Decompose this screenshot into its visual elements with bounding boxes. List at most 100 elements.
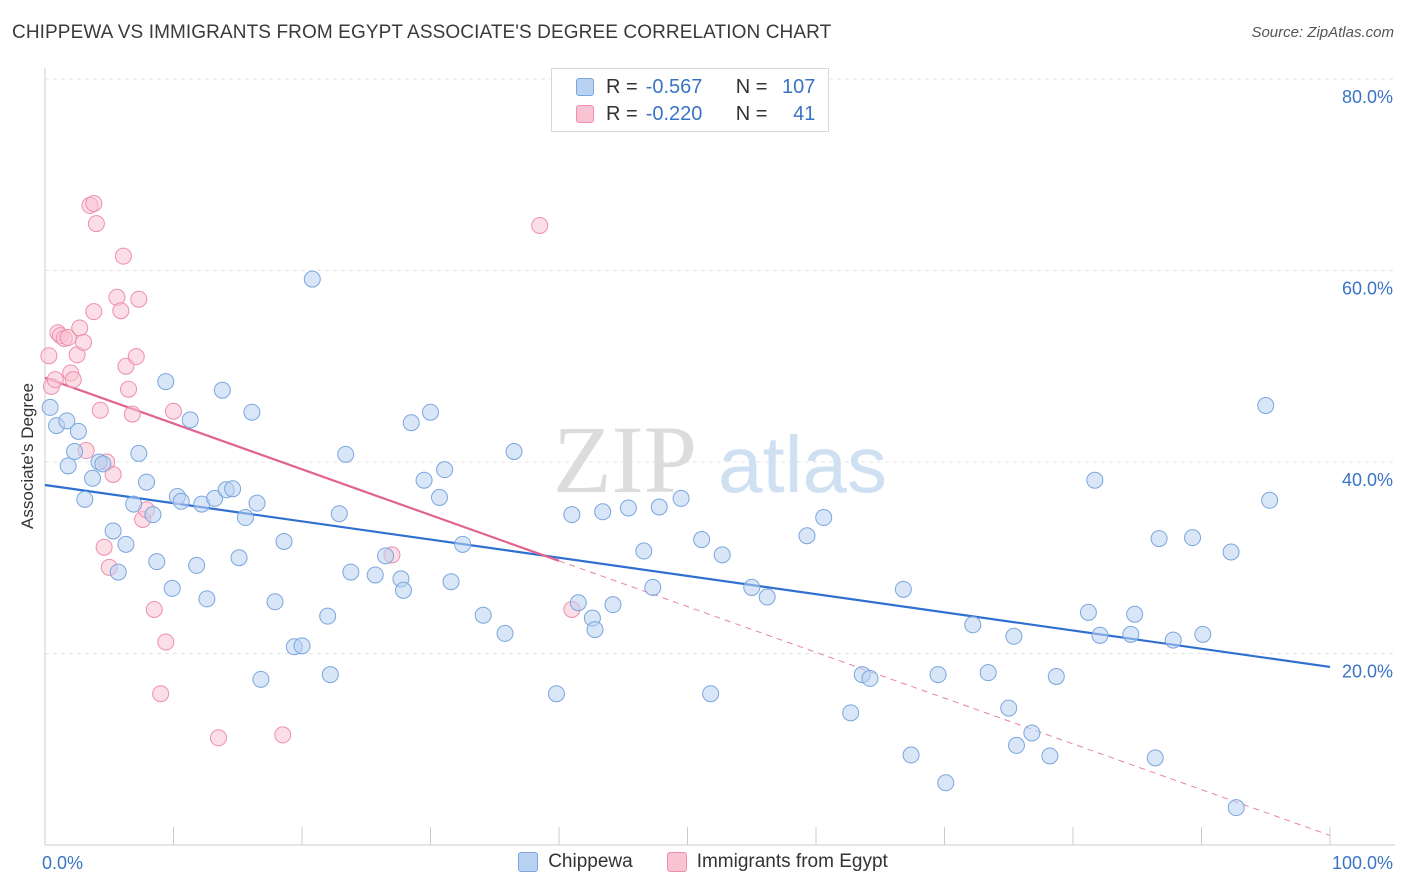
- chippewa-point: [1261, 491, 1279, 509]
- egypt-point: [40, 347, 58, 365]
- chippewa-point: [84, 469, 102, 487]
- chippewa-point: [144, 506, 162, 524]
- chippewa-legend-swatch: [518, 852, 539, 872]
- chippewa-point: [1023, 724, 1041, 742]
- legend-label-chippewa: Chippewa: [548, 851, 633, 872]
- chippewa-point: [266, 593, 284, 611]
- n-label: N =: [735, 75, 768, 98]
- chippewa-point: [1041, 747, 1059, 765]
- chippewa-swatch: [576, 78, 594, 96]
- chippewa-point: [644, 578, 662, 596]
- chippewa-point: [1146, 749, 1164, 767]
- chippewa-point: [252, 670, 270, 688]
- chippewa-point: [125, 495, 143, 513]
- egypt-point: [274, 726, 292, 744]
- chippewa-point: [454, 535, 472, 553]
- n-value: 107: [782, 75, 816, 98]
- chippewa-point: [104, 522, 122, 540]
- chippewa-point: [188, 556, 206, 574]
- chippewa-point: [569, 594, 587, 612]
- chippewa-point: [1007, 736, 1025, 754]
- y-axis-label: Associate's Degree: [18, 383, 37, 529]
- r-value: -0.567: [645, 75, 703, 98]
- egypt-point: [75, 333, 93, 351]
- chippewa-point: [474, 606, 492, 624]
- chippewa-point: [224, 480, 242, 498]
- source-label: Source: ZipAtlas.com: [1251, 24, 1394, 41]
- n-value: 41: [793, 102, 816, 125]
- chippewa-point: [713, 546, 731, 564]
- x-tick-label: 100.0%: [1332, 853, 1393, 873]
- watermark-zip: ZIP: [553, 406, 697, 513]
- chippewa-point: [842, 704, 860, 722]
- chart-title: CHIPPEWA VS IMMIGRANTS FROM EGYPT ASSOCI…: [12, 22, 832, 43]
- egypt-point: [95, 538, 113, 556]
- legend-row-chippewa: R = -0.567 N = 107: [576, 74, 815, 100]
- egypt-point: [64, 371, 82, 389]
- chippewa-point: [894, 580, 912, 598]
- n-label: N =: [735, 102, 768, 125]
- egypt-point: [145, 600, 163, 618]
- chippewa-point: [198, 590, 216, 608]
- chippewa-point: [1047, 667, 1065, 685]
- legend-label-egypt: Immigrants from Egypt: [696, 851, 888, 872]
- chippewa-point: [319, 607, 337, 625]
- chippewa-point: [236, 509, 254, 527]
- egypt-point: [120, 380, 138, 398]
- y-tick-label: 80.0%: [1342, 87, 1393, 107]
- watermark: ZIP atlas: [553, 406, 887, 513]
- chippewa-point: [422, 403, 439, 421]
- chippewa-point: [798, 527, 816, 545]
- chippewa-point: [181, 411, 199, 429]
- chippewa-point: [117, 535, 135, 553]
- chippewa-point: [366, 566, 384, 584]
- chippewa-point: [275, 532, 293, 550]
- chippewa-point: [702, 685, 720, 703]
- legend-item-chippewa: Chippewa: [518, 851, 633, 873]
- chippewa-point: [672, 489, 690, 507]
- chippewa-point: [436, 461, 454, 479]
- chippewa-point: [138, 473, 156, 491]
- chippewa-point: [619, 499, 637, 517]
- watermark-atlas: atlas: [718, 420, 887, 509]
- chippewa-point: [377, 547, 395, 565]
- chippewa-point: [206, 489, 224, 507]
- chippewa-point: [163, 579, 181, 597]
- egypt-point: [91, 401, 109, 419]
- chippewa-point: [758, 588, 776, 606]
- chippewa-point: [594, 503, 612, 521]
- chippewa-point: [66, 442, 84, 460]
- chippewa-point: [1005, 627, 1023, 645]
- chippewa-point: [604, 596, 622, 614]
- egypt-point: [165, 402, 182, 420]
- chippewa-point: [1079, 603, 1097, 621]
- egypt-point: [152, 685, 170, 703]
- egypt-point: [112, 302, 130, 320]
- y-tick-label: 60.0%: [1342, 279, 1393, 299]
- egypt-point: [46, 371, 64, 389]
- chippewa-point: [547, 685, 565, 703]
- chippewa-point: [76, 490, 94, 508]
- egypt-point: [87, 215, 105, 233]
- egypt-point: [209, 729, 227, 747]
- chippewa-point: [402, 414, 420, 432]
- chippewa-point: [415, 471, 433, 489]
- egypt-point: [104, 465, 122, 483]
- egypt-point: [114, 247, 132, 265]
- chippewa-point: [59, 457, 77, 475]
- legend-item-egypt: Immigrants from Egypt: [666, 851, 888, 873]
- chippewa-point: [1150, 530, 1168, 548]
- egypt-point: [130, 290, 148, 308]
- egypt-trend-extension: [558, 560, 1331, 836]
- y-tick-label: 40.0%: [1342, 470, 1393, 490]
- chippewa-point: [1227, 799, 1245, 817]
- egypt-point: [85, 303, 103, 321]
- chippewa-trend-line: [44, 483, 1331, 668]
- chippewa-point: [1222, 543, 1240, 561]
- chippewa-point: [172, 492, 190, 510]
- egypt-point: [85, 194, 103, 212]
- chippewa-point: [293, 637, 311, 655]
- chippewa-point: [861, 669, 879, 687]
- chippewa-point: [213, 381, 231, 399]
- chippewa-point: [395, 581, 413, 599]
